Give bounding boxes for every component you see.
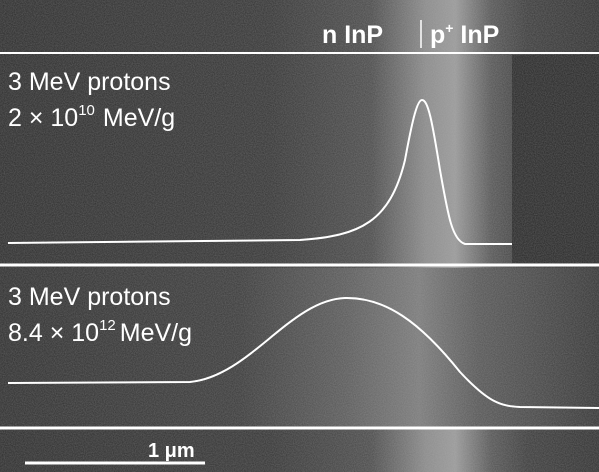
region-label: p+ InP (430, 20, 499, 49)
superscript: 12 (99, 317, 116, 334)
superscript: 10 (78, 102, 95, 119)
panel-label: 3 MeV protons (8, 283, 171, 311)
micrograph: n InP p+ InP 3 MeV protons 2 × 1010 MeV/g… (0, 0, 599, 472)
region-label: n InP (322, 21, 383, 49)
scale-label: 1 μm (148, 440, 195, 462)
page: n InP p+ InP 3 MeV protons 2 × 1010 MeV/g… (0, 0, 599, 472)
label-part: 2 × 10 (8, 104, 78, 132)
label-part: MeV/g (120, 319, 192, 347)
panel-label: 3 MeV protons (8, 68, 171, 96)
label-part: 8.4 × 10 (8, 319, 99, 347)
superscript: + (445, 20, 453, 36)
label-part: InP (453, 21, 499, 49)
label-part: MeV/g (103, 104, 175, 132)
label-part: p (430, 21, 445, 49)
